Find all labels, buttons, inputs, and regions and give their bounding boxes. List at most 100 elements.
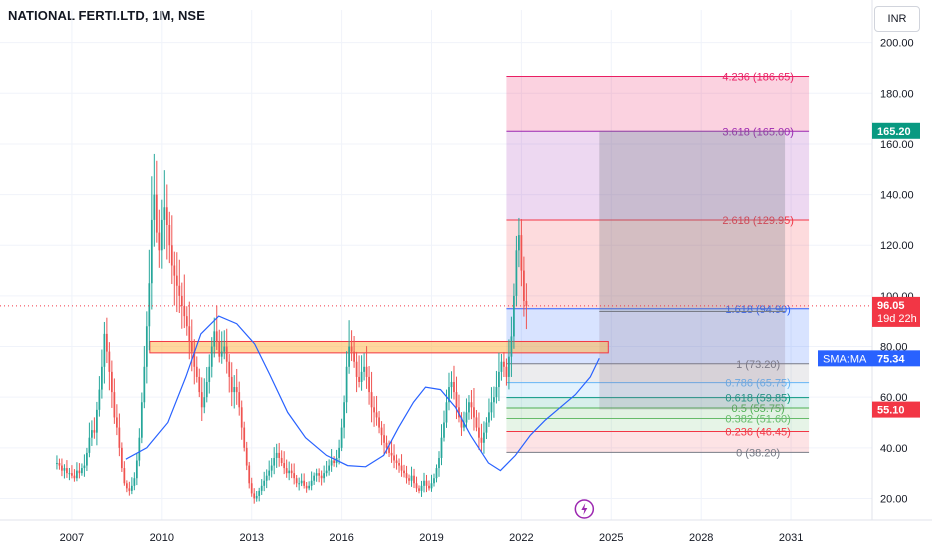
- y-tick-label: 140.00: [880, 190, 914, 202]
- candle-body: [168, 224, 171, 246]
- candle-body: [458, 407, 460, 418]
- fib-band: [506, 418, 810, 432]
- fib-extension-tool[interactable]: 4.236 (186.65) 3.618 (165.00) 2.618 (129.9…: [506, 71, 810, 459]
- candle-body: [323, 473, 326, 479]
- candle-body: [283, 463, 286, 469]
- candle-body: [378, 417, 380, 428]
- candle-body: [253, 493, 256, 499]
- candle-body: [260, 485, 263, 491]
- candle-body: [228, 361, 231, 377]
- candle-body: [153, 194, 156, 220]
- candle-body: [135, 460, 138, 479]
- candle-body: [245, 447, 248, 466]
- sma-label-tag: [818, 350, 872, 367]
- countdown-label: 19d 22h: [877, 313, 917, 325]
- candle-body: [183, 306, 186, 317]
- price-badge-label: 75.34: [877, 353, 905, 365]
- candle-body: [238, 392, 241, 408]
- candle-body: [455, 392, 458, 408]
- candle-body: [505, 366, 508, 377]
- candle-body: [508, 356, 510, 377]
- candle-body: [160, 219, 163, 251]
- candle-body: [145, 326, 148, 367]
- candle-body: [86, 452, 88, 466]
- candle-body: [110, 371, 113, 393]
- candle-body: [265, 475, 268, 481]
- candle-body: [56, 463, 58, 465]
- candle-body: [180, 295, 183, 307]
- candle-body: [440, 437, 443, 458]
- candle-body: [428, 485, 430, 489]
- candle-body: [200, 392, 203, 408]
- candle-body: [278, 452, 281, 458]
- candle-body: [400, 465, 403, 471]
- candle-body: [113, 392, 116, 418]
- position-stop-zone[interactable]: [599, 311, 786, 410]
- candle-body: [478, 427, 480, 438]
- fib-level-label: 0.236 (46.45): [725, 426, 790, 438]
- candle-body: [243, 427, 246, 448]
- candle-body: [348, 346, 350, 367]
- y-tick-label: 160.00: [880, 139, 914, 151]
- position-target-zone[interactable]: [599, 130, 786, 312]
- candle-body: [313, 475, 316, 481]
- fib-level-label: 0.5 (55.75): [732, 403, 785, 415]
- lightning-icon: [581, 503, 588, 515]
- candle-body: [130, 485, 133, 491]
- current-price-label: 96.05: [877, 300, 905, 312]
- candle-body: [365, 366, 368, 377]
- candle-body: [443, 422, 445, 438]
- candle-body: [248, 465, 251, 484]
- candle-body: [410, 475, 413, 481]
- x-tick-label: 2028: [689, 532, 713, 544]
- candle-body: [233, 387, 236, 393]
- candle-body: [71, 473, 73, 476]
- y-tick-label: 120.00: [880, 240, 914, 252]
- candle-body: [490, 402, 493, 413]
- y-tick-label: 20.00: [880, 493, 908, 505]
- candle-body: [203, 397, 206, 408]
- candle-body: [108, 351, 111, 372]
- candle-body: [150, 219, 153, 284]
- candle-body: [310, 480, 313, 486]
- candle-body: [170, 245, 173, 266]
- currency-button[interactable]: INR: [874, 6, 920, 32]
- price-badge: [872, 350, 920, 367]
- candle-body: [368, 376, 370, 393]
- y-tick-label: 60.00: [880, 392, 908, 404]
- candle-body: [288, 470, 291, 474]
- candle-body: [68, 473, 71, 475]
- candle-body: [268, 470, 271, 476]
- candle-body: [500, 361, 503, 372]
- candle-body: [393, 455, 395, 461]
- candle-body: [175, 275, 178, 286]
- candle-body: [185, 316, 188, 327]
- candle-body: [220, 351, 223, 357]
- candle-body: [495, 387, 498, 398]
- candle-body: [118, 427, 121, 448]
- candle-body: [328, 465, 330, 471]
- candle-body: [230, 376, 233, 393]
- candle-body: [83, 465, 86, 469]
- candle-body: [480, 437, 483, 443]
- sma-path: [125, 315, 600, 472]
- candle-body: [128, 488, 131, 491]
- candle-body: [250, 483, 253, 494]
- candle-body: [463, 422, 465, 428]
- price-badge-label: 55.10: [877, 405, 905, 417]
- candle-body: [350, 346, 353, 352]
- candle-body: [81, 468, 83, 474]
- candle-body: [465, 412, 468, 423]
- candle-body: [258, 490, 261, 496]
- candle-body: [280, 457, 283, 464]
- candle-body: [485, 422, 488, 433]
- candle-body: [223, 346, 226, 352]
- candlestick-series: [56, 153, 528, 504]
- y-tick-label: 180.00: [880, 88, 914, 100]
- candle-body: [413, 475, 415, 484]
- event-marker-icon[interactable]: [574, 499, 595, 519]
- candle-body: [213, 331, 216, 347]
